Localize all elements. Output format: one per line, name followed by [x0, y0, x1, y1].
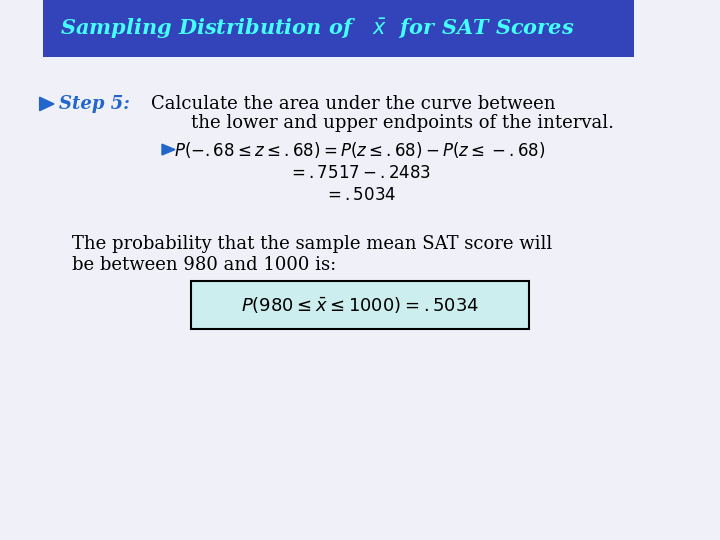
FancyBboxPatch shape — [191, 281, 529, 329]
Text: Calculate the area under the curve between: Calculate the area under the curve betwe… — [151, 94, 556, 113]
Text: the lower and upper endpoints of the interval.: the lower and upper endpoints of the int… — [191, 113, 613, 132]
Text: $= .7517 - .2483$: $= .7517 - .2483$ — [289, 165, 431, 183]
Text: be between 980 and 1000 is:: be between 980 and 1000 is: — [72, 255, 336, 274]
Text: $P(-.68 \leq z \leq .68) = P(z \leq .68) - P(z \leq -.68)$: $P(-.68 \leq z \leq .68) = P(z \leq .68)… — [174, 139, 546, 160]
Text: $= .5034$: $= .5034$ — [324, 187, 396, 204]
Text: Sampling Distribution of   $\bar{x}$  for SAT Scores: Sampling Distribution of $\bar{x}$ for S… — [60, 17, 574, 40]
Bar — [43, 0, 634, 57]
Polygon shape — [162, 144, 175, 155]
Text: Step 5:: Step 5: — [59, 94, 130, 113]
Text: $P(980 \leq \bar{x} \leq 1000) = .5034$: $P(980 \leq \bar{x} \leq 1000) = .5034$ — [241, 295, 479, 315]
Polygon shape — [40, 97, 54, 111]
Text: The probability that the sample mean SAT score will: The probability that the sample mean SAT… — [72, 235, 552, 253]
